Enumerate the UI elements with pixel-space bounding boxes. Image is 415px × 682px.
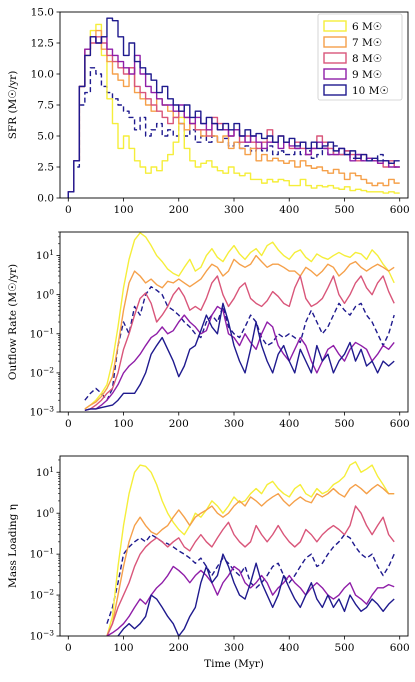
x-tick-label: 0 — [65, 204, 72, 216]
x-tick-label: 500 — [334, 204, 354, 216]
x-tick-label: 100 — [114, 418, 134, 430]
legend-swatch — [323, 84, 347, 96]
legend-entry: 6 M☉ — [352, 21, 382, 33]
x-tick-label: 0 — [65, 642, 72, 654]
y-axis-label: Mass Loading η — [7, 504, 19, 588]
x-tick-label: 200 — [169, 418, 189, 430]
y-tick-label: 101 — [36, 248, 54, 262]
y-tick-label: 101 — [36, 465, 54, 479]
x-tick-label: 100 — [114, 642, 134, 654]
series-line-m10 — [115, 553, 395, 636]
y-tick-label: 2.5 — [37, 162, 54, 174]
y-tick-label: 100 — [36, 506, 54, 520]
series-group — [84, 232, 395, 412]
panel-outflow-rate: 0 100 200 300 400 500 600 10−3 10−2 10−1 100 101 Out… — [7, 231, 410, 430]
x-tick-label: 200 — [169, 642, 189, 654]
panel-mass-loading: 0 100 200 300 400 500 600 10−3 10−2 10−1 100 101 Mas… — [7, 455, 410, 670]
x-tick-label: 400 — [279, 418, 299, 430]
x-tick-label: 300 — [224, 642, 244, 654]
y-tick-label: 15.0 — [31, 7, 54, 19]
y-tick-label: 10−2 — [30, 588, 55, 602]
series-line-m10 — [84, 302, 395, 412]
y-tick-label: 7.5 — [37, 100, 54, 112]
panel-sfr: 0 100 200 300 400 500 600 0.0 2.5 5.0 7.5 10.0 12.5 1… — [7, 7, 410, 216]
series-line-m6 — [84, 232, 395, 410]
series-line-m10 — [67, 17, 400, 198]
series-group — [106, 461, 395, 636]
series-line-m8 — [106, 505, 395, 636]
series-line-m9 — [106, 565, 395, 636]
x-tick-label: 300 — [224, 204, 244, 216]
x-axis-label: Time (Myr) — [204, 658, 264, 670]
series-line-m6 — [67, 23, 400, 198]
series-line-m7 — [67, 29, 400, 198]
y-tick-label: 10−1 — [30, 547, 54, 561]
legend-entry: 8 M☉ — [352, 53, 382, 65]
legend-swatch — [323, 52, 347, 64]
x-tick-label: 400 — [279, 204, 299, 216]
y-tick-label: 5.0 — [37, 131, 54, 143]
x-tick-label: 200 — [169, 204, 189, 216]
series-line-dashed — [84, 285, 395, 401]
legend-swatch — [323, 20, 347, 32]
series-line-m6 — [106, 461, 395, 636]
x-tick-label: 0 — [65, 418, 72, 430]
y-tick-label: 10−1 — [30, 326, 54, 340]
legend-swatch — [323, 68, 347, 80]
y-tick-label: 10−3 — [30, 629, 55, 643]
y-tick-label: 10.0 — [31, 69, 54, 81]
y-tick-label: 10−2 — [30, 365, 55, 379]
y-axis-label: Outflow Rate (M☉/yr) — [7, 264, 19, 380]
legend-swatch — [323, 36, 347, 48]
y-tick-label: 10−3 — [30, 405, 55, 419]
axes-frame — [59, 455, 409, 637]
x-tick-label: 500 — [334, 642, 354, 654]
y-axis-label: SFR (M☉/yr) — [7, 71, 19, 140]
series-line-m8 — [84, 275, 395, 412]
series-line-m9 — [84, 305, 395, 412]
series-line-dashed — [106, 533, 395, 624]
legend-entry: 7 M☉ — [352, 37, 382, 49]
x-tick-label: 600 — [390, 418, 410, 430]
x-tick-label: 500 — [334, 418, 354, 430]
legend-entry: 10 M☉ — [352, 85, 389, 97]
y-tick-label: 100 — [36, 287, 54, 301]
series-line-m7 — [84, 254, 395, 410]
x-tick-label: 600 — [390, 204, 410, 216]
x-tick-label: 100 — [114, 204, 134, 216]
y-tick-label: 12.5 — [31, 38, 54, 50]
x-tick-label: 300 — [224, 418, 244, 430]
x-tick-label: 400 — [279, 642, 299, 654]
x-tick-label: 600 — [390, 642, 410, 654]
legend-entry: 9 M☉ — [352, 69, 382, 81]
y-tick-label: 0.0 — [37, 193, 54, 205]
series-group — [67, 17, 400, 198]
series-line-m7 — [106, 483, 395, 636]
